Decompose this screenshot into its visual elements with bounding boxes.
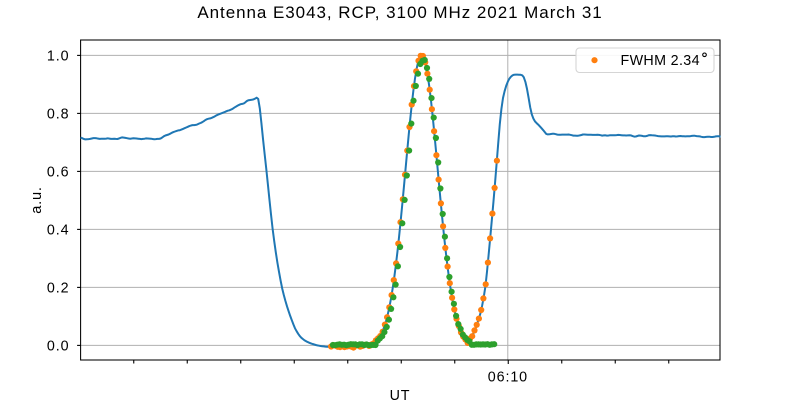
svg-text:0.6: 0.6 — [47, 164, 70, 180]
svg-text:0.0: 0.0 — [47, 338, 70, 354]
svg-text:0.8: 0.8 — [47, 106, 70, 122]
svg-text:0.2: 0.2 — [47, 280, 70, 296]
svg-text:a.u.: a.u. — [29, 186, 45, 214]
svg-text:Antenna E3043, RCP, 3100 MHz 2: Antenna E3043, RCP, 3100 MHz 2021 March … — [197, 3, 602, 22]
svg-text:UT: UT — [390, 388, 411, 400]
svg-text:1.0: 1.0 — [47, 48, 70, 64]
svg-text:06:10: 06:10 — [488, 370, 528, 386]
svg-text:FWHM 2.34: FWHM 2.34 — [621, 53, 700, 69]
svg-text:0.4: 0.4 — [47, 222, 70, 238]
